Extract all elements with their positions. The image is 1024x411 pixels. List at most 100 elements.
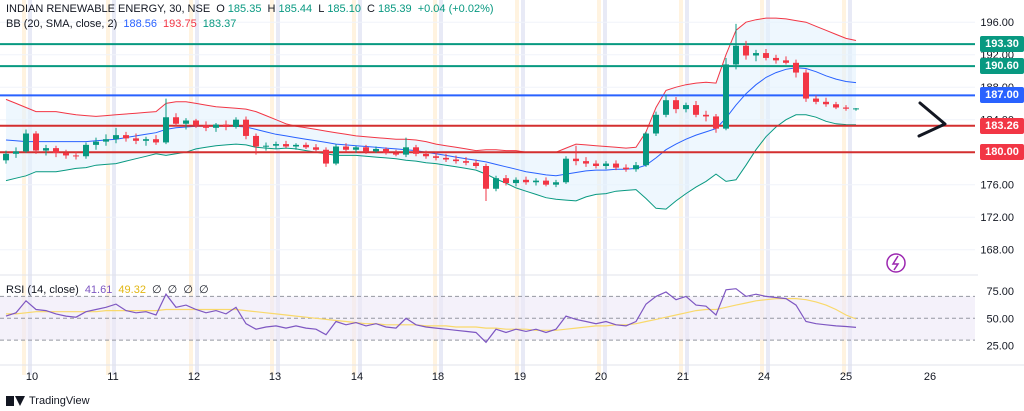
candle: [153, 135, 159, 145]
candle: [713, 114, 719, 133]
candle: [573, 145, 579, 166]
candle: [193, 118, 199, 128]
candle: [203, 121, 209, 132]
candle: [33, 131, 39, 154]
rsi-tick-label: 50.00: [986, 313, 1014, 325]
candle: [793, 59, 799, 78]
candle: [563, 156, 569, 184]
candle: [703, 110, 709, 122]
time-tick-label: 24: [758, 371, 770, 383]
candle: [323, 147, 329, 167]
rsi-value: 41.61: [84, 284, 113, 296]
level-badge-187.00[interactable]: 187.00: [980, 87, 1024, 104]
session-band-orange: [352, 0, 356, 375]
rsi-tick-label: 75.00: [986, 286, 1014, 298]
candle: [633, 161, 639, 172]
rsi-pane: [0, 288, 975, 344]
rsi-ma-value: 49.32: [118, 284, 146, 296]
tradingview-logo-icon: [6, 396, 25, 406]
candle: [123, 131, 129, 142]
price-change: +0.04 (+0.02%): [417, 3, 494, 15]
rsi-empty-3: ∅: [183, 284, 193, 296]
arrow-annotation[interactable]: [917, 101, 947, 138]
level-badge-180.00[interactable]: 180.00: [980, 144, 1024, 161]
candle: [293, 143, 299, 150]
candle: [3, 150, 9, 164]
candle: [383, 147, 389, 155]
candle: [763, 49, 769, 61]
price-tick-label: 172.00: [980, 212, 1014, 224]
level-badge-193.30[interactable]: 193.30: [980, 36, 1024, 53]
session-band-orange: [760, 0, 764, 375]
bb-basis-value: 188.56: [123, 18, 157, 30]
candle: [303, 142, 309, 149]
candle: [673, 96, 679, 114]
time-axis[interactable]: 10 11 12 13 14 18 19 20 21 24 25 26: [0, 364, 1024, 383]
candle: [423, 150, 429, 159]
time-tick-label: 20: [595, 371, 607, 383]
candle: [533, 178, 539, 186]
horizontal-levels[interactable]: [0, 43, 975, 154]
candle: [23, 129, 29, 153]
candle: [543, 177, 549, 187]
candle: [333, 144, 339, 166]
candle: [653, 111, 659, 136]
session-band-blue: [195, 0, 199, 375]
session-band-blue: [766, 0, 770, 375]
bb-upper-value: 193.75: [163, 18, 197, 30]
candle: [463, 157, 469, 166]
candle: [13, 147, 19, 158]
bb-label: BB (20, SMA, close, 2): [6, 18, 118, 30]
candle: [753, 49, 759, 62]
candle: [353, 145, 359, 153]
tradingview-branding[interactable]: TradingView: [6, 395, 90, 407]
time-tick-label: 26: [924, 371, 936, 383]
candle: [513, 177, 519, 187]
candle: [263, 142, 269, 151]
time-tick-label: 25: [840, 371, 852, 383]
rsi-empty-4: ∅: [198, 284, 209, 296]
candle: [663, 94, 669, 118]
candle: [413, 144, 419, 157]
session-band-orange: [433, 0, 437, 375]
candle: [583, 157, 589, 167]
candle: [103, 134, 109, 146]
candle: [613, 160, 619, 171]
candle: [813, 95, 819, 105]
candle: [113, 127, 119, 144]
session-band-blue: [439, 0, 443, 375]
candle: [773, 54, 779, 64]
replay-icon[interactable]: [886, 253, 906, 273]
candle: [53, 145, 59, 158]
brand-name: TradingView: [29, 395, 90, 407]
candle: [133, 133, 139, 145]
rsi-legend[interactable]: RSI (14, close) 41.61 49.32 ∅ ∅ ∅ ∅: [6, 283, 212, 296]
rsi-label: RSI (14, close): [6, 284, 79, 296]
session-band-blue: [28, 0, 32, 375]
candle: [83, 142, 89, 159]
level-badge-183.26[interactable]: 183.26: [980, 117, 1024, 134]
candle: [63, 149, 69, 159]
session-band-orange: [270, 0, 274, 375]
candle: [743, 40, 749, 60]
candle: [313, 144, 319, 152]
rsi-axis[interactable]: 75.00 50.00 25.00: [986, 286, 1014, 353]
level-badge-190.60[interactable]: 190.60: [980, 58, 1024, 75]
session-band-orange: [106, 0, 110, 375]
candle: [453, 155, 459, 164]
candle: [43, 144, 49, 156]
candle: [593, 160, 599, 169]
bb-lower-value: 183.37: [202, 18, 237, 30]
bollinger-legend[interactable]: BB (20, SMA, close, 2) 188.56 193.75 183…: [6, 18, 239, 30]
rsi-line: [5, 288, 857, 344]
price-axis[interactable]: 196.00192.00188.00184.00180.00176.00172.…: [980, 17, 1014, 257]
ohlc-high: H 185.44: [267, 3, 313, 15]
rsi-empty-2: ∅: [167, 284, 178, 296]
candle: [283, 140, 289, 149]
candle: [433, 151, 439, 161]
candle: [173, 113, 179, 127]
candle: [253, 133, 259, 155]
session-band-blue: [358, 0, 362, 375]
rsi-ma-line: [6, 298, 857, 331]
